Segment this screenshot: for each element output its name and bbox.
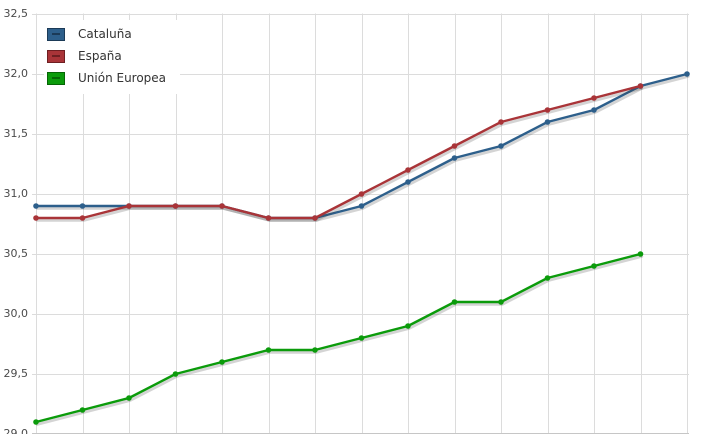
y-tick-label: 29,0 [3, 427, 29, 434]
data-point [79, 203, 86, 209]
y-tick-label: 31,0 [3, 187, 29, 200]
data-point [358, 203, 365, 209]
data-point [451, 143, 458, 149]
y-tick-label: 29,5 [3, 367, 29, 380]
y-tick-label: 32,0 [3, 67, 29, 80]
union-europea-swatch-icon [47, 71, 65, 85]
data-point [312, 347, 318, 353]
data-point [172, 371, 179, 377]
legend-label: Unión Europea [78, 71, 167, 85]
espana-swatch-icon [47, 49, 65, 63]
legend-item-espana[interactable]: España [47, 45, 166, 67]
data-point [79, 407, 86, 413]
data-point [265, 347, 272, 353]
data-point [451, 299, 458, 305]
data-point [405, 167, 411, 173]
data-point [265, 215, 272, 221]
legend: Cataluña España Unión Europea [44, 20, 181, 94]
series-shadow [35, 87, 644, 222]
data-point [591, 95, 597, 101]
y-tick-label: 31,5 [3, 127, 29, 140]
data-point [405, 179, 411, 185]
data-point [637, 83, 644, 89]
legend-item-cataluna[interactable]: Cataluña [47, 23, 166, 45]
data-point [544, 275, 551, 281]
y-tick-label: 30,5 [3, 247, 29, 260]
y-tick-label: 32,5 [3, 7, 29, 20]
legend-label: Cataluña [78, 27, 132, 41]
data-point [312, 215, 318, 221]
data-point [591, 107, 597, 113]
data-point [451, 155, 458, 161]
data-point [33, 215, 39, 221]
y-axis-labels: 32,5 32,0 31,5 31,0 30,5 30,0 29,5 29,0 [0, 0, 29, 434]
series-union-europea [33, 251, 644, 426]
series-espana [33, 83, 644, 222]
data-point [684, 71, 690, 77]
data-point [219, 203, 225, 209]
data-point [498, 143, 504, 149]
data-point [544, 107, 551, 113]
series-line [34, 252, 642, 424]
data-point [405, 323, 411, 329]
series-line [34, 84, 642, 220]
data-point [172, 203, 179, 209]
data-point [33, 203, 39, 209]
data-point [498, 119, 504, 125]
data-point [33, 419, 39, 425]
data-point [126, 395, 132, 401]
data-point [591, 263, 597, 269]
legend-label: España [78, 49, 122, 63]
data-point [637, 251, 644, 257]
data-point [358, 191, 365, 197]
data-point [544, 119, 551, 125]
legend-item-union-europea[interactable]: Unión Europea [47, 67, 166, 89]
data-point [79, 215, 86, 221]
y-tick-label: 30,0 [3, 307, 29, 320]
data-point [498, 299, 504, 305]
data-point [358, 335, 365, 341]
series-shadow [35, 254, 644, 426]
data-point [219, 359, 225, 365]
data-point [126, 203, 132, 209]
cataluna-swatch-icon [47, 27, 65, 41]
